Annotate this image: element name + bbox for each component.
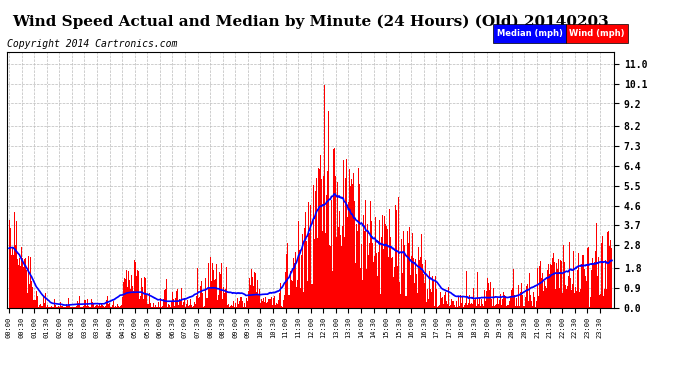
Text: Wind Speed Actual and Median by Minute (24 Hours) (Old) 20140203: Wind Speed Actual and Median by Minute (…	[12, 15, 609, 29]
Text: Median (mph): Median (mph)	[497, 29, 562, 38]
Text: Copyright 2014 Cartronics.com: Copyright 2014 Cartronics.com	[7, 39, 177, 50]
Text: Wind (mph): Wind (mph)	[569, 29, 624, 38]
